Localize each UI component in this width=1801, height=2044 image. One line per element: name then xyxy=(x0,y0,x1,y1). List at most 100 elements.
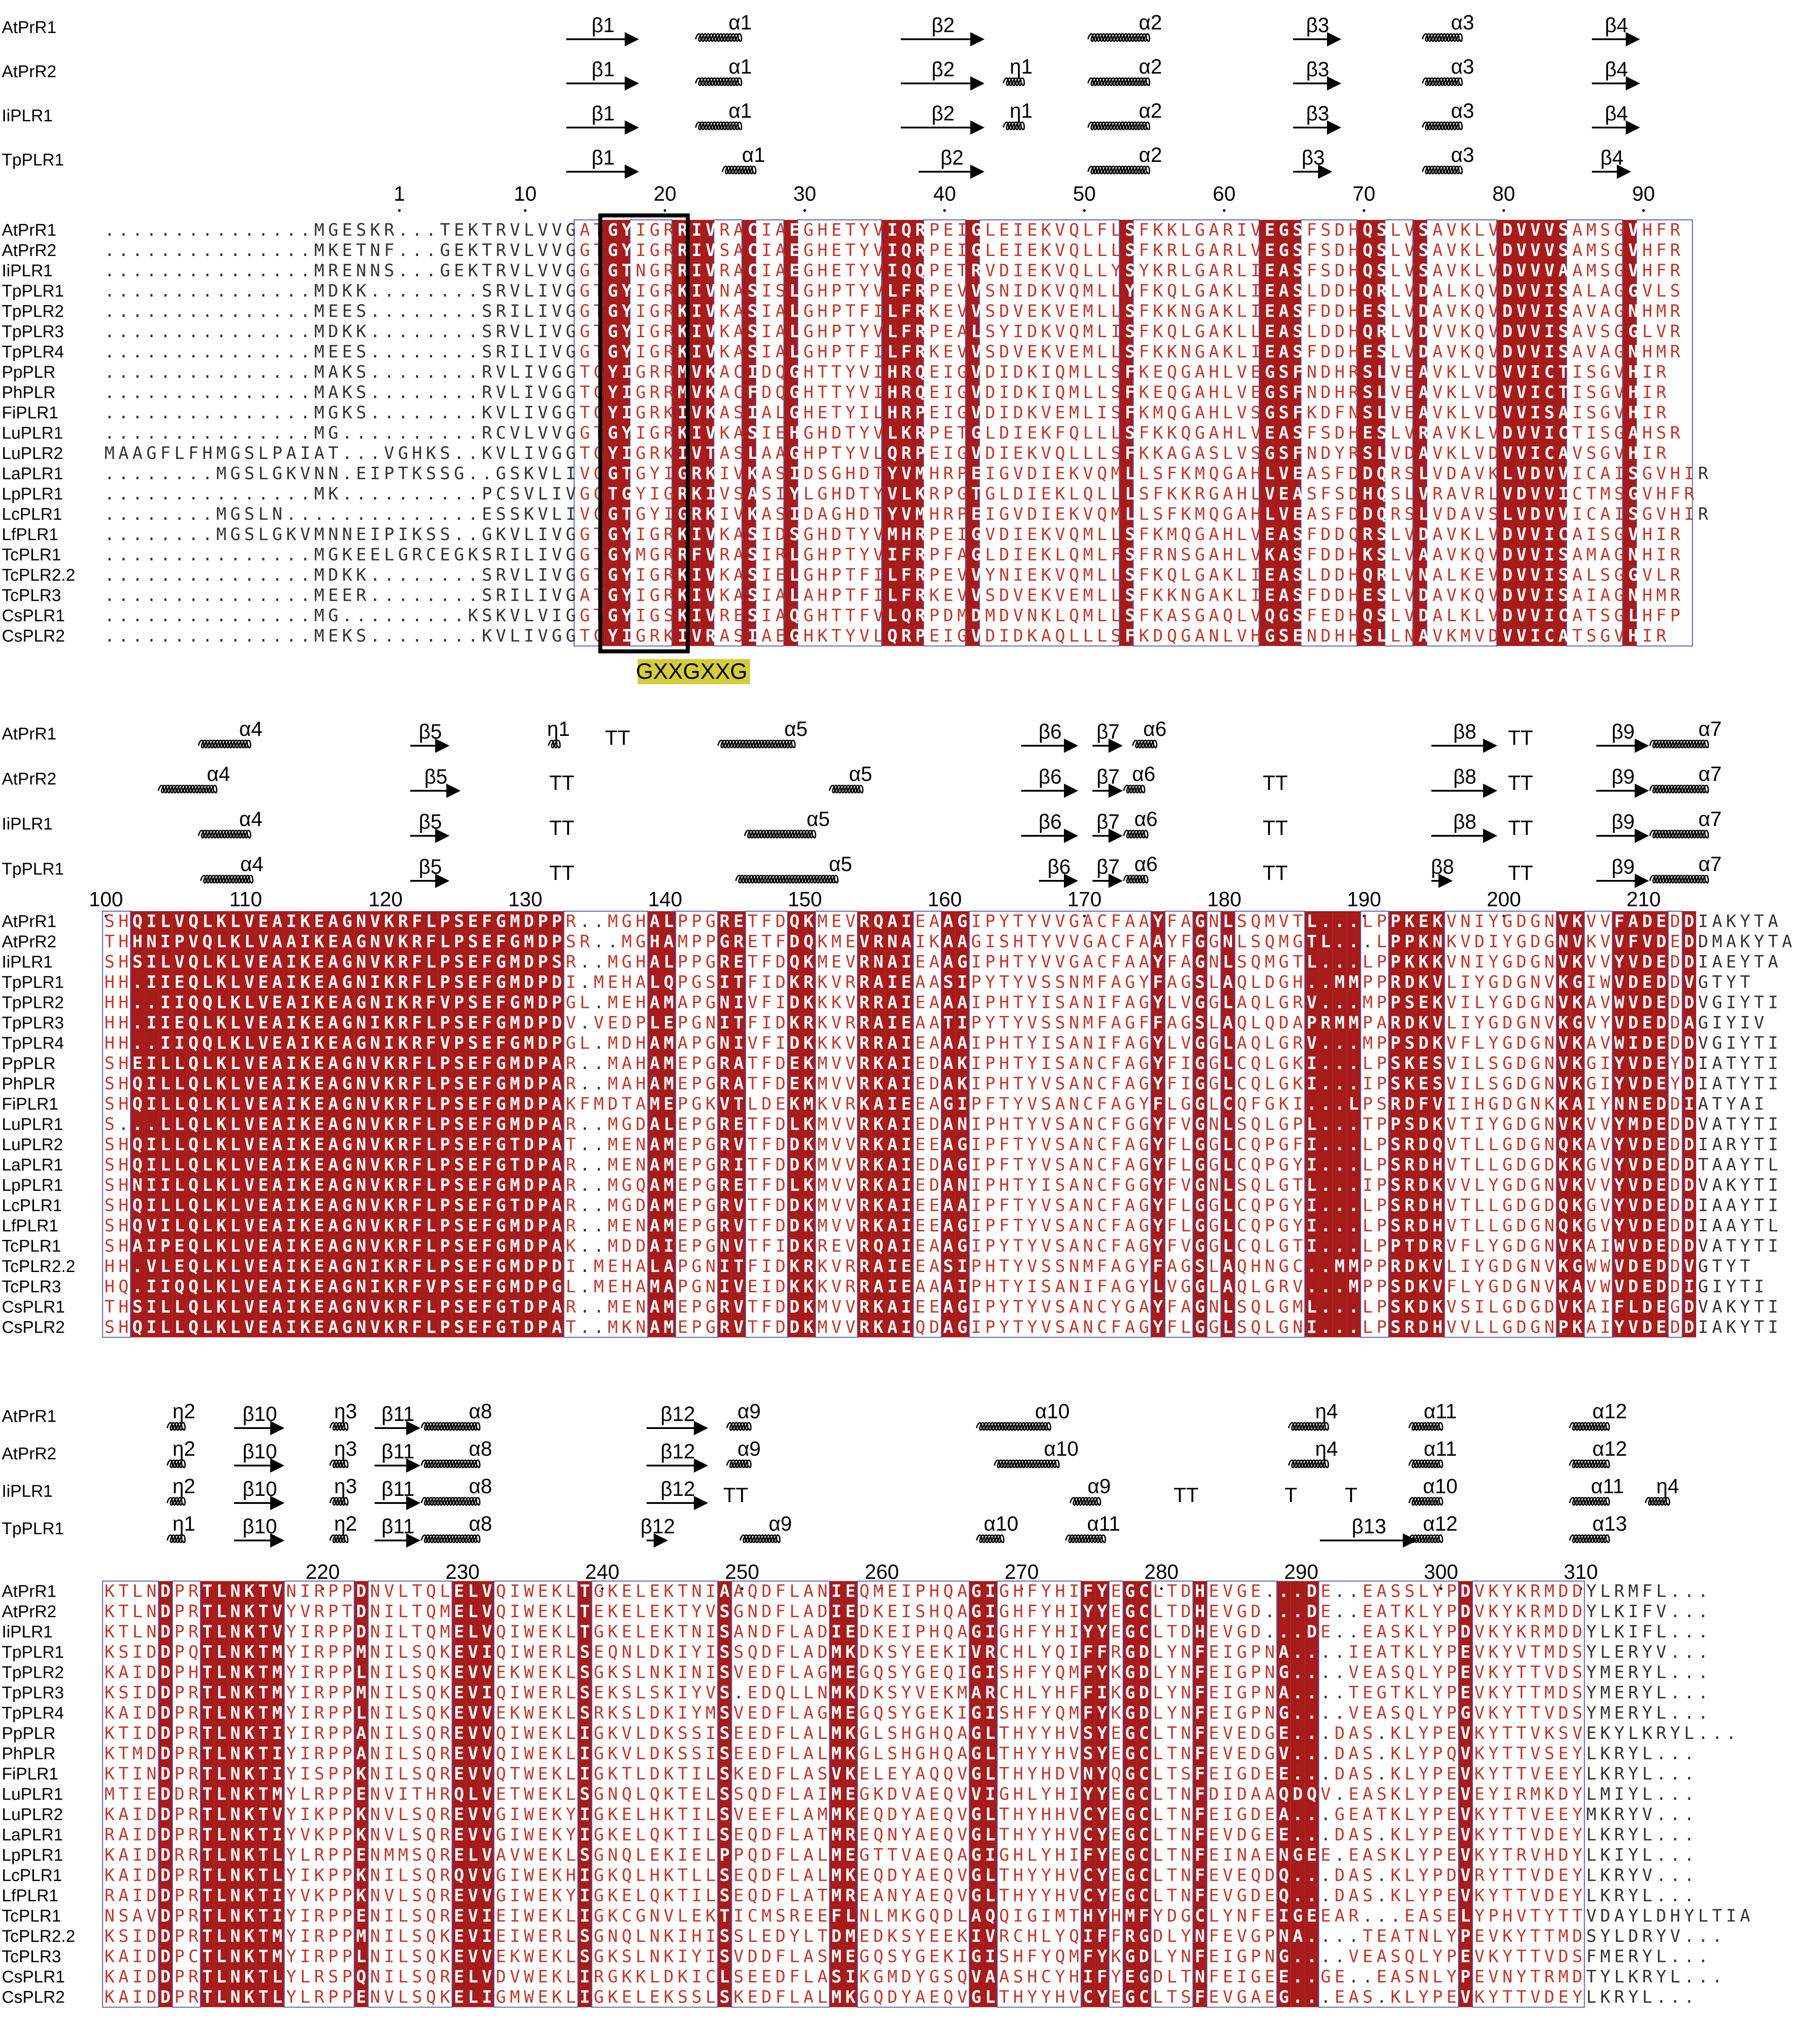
sequence-name: TcPLR1 xyxy=(2,546,61,565)
similarity-box xyxy=(1426,219,1497,647)
sequence-name: LpPLR1 xyxy=(2,1846,63,1865)
alpha-helix-coil xyxy=(717,739,796,748)
conserved-column xyxy=(340,911,354,1338)
conserved-column xyxy=(368,911,382,1338)
beta-strand-label: β11 xyxy=(381,1402,414,1425)
alpha-helix-coil xyxy=(1569,1497,1610,1506)
beta-strand-label: β13 xyxy=(1352,1515,1386,1538)
conserved-column xyxy=(1371,220,1385,646)
eta-helix-coil xyxy=(548,739,561,748)
turn-label: TT xyxy=(605,726,630,749)
alpha-helix-label: α9 xyxy=(769,1512,792,1535)
eta-helix-label: α6 xyxy=(1132,762,1155,785)
sequence-name: PhPLR xyxy=(2,1745,55,1763)
ruler-number: 140 xyxy=(648,888,682,911)
similarity-box xyxy=(755,219,784,647)
sequence-name: LaPLR1 xyxy=(2,1156,63,1175)
conserved-column xyxy=(882,220,896,646)
eta-helix-label: η3 xyxy=(334,1400,357,1423)
alpha-helix-coil xyxy=(1065,1534,1106,1543)
structure-row-name: AtPrR2 xyxy=(2,1445,56,1463)
conserved-column xyxy=(1496,220,1511,646)
eta-helix-label: α9 xyxy=(738,1437,761,1460)
sequence-name: LaPLR1 xyxy=(2,465,63,483)
eta-helix-label: α6 xyxy=(1134,852,1158,875)
ruler-number: 270 xyxy=(1005,1560,1039,1583)
alpha-helix-coil xyxy=(1408,1534,1443,1543)
conserved-column xyxy=(783,220,798,646)
conserved-column xyxy=(326,911,340,1338)
alpha-helix-coil xyxy=(1087,33,1150,42)
beta-strand-label: β9 xyxy=(1611,765,1635,788)
eta-helix-coil xyxy=(1002,77,1025,86)
conserved-column xyxy=(508,911,522,1338)
ruler-tick xyxy=(1502,915,1505,917)
ruler-tick xyxy=(104,915,107,917)
ruler-number: 1 xyxy=(394,182,405,205)
sequence-name: LcPLR1 xyxy=(2,1197,62,1215)
alpha-helix-coil xyxy=(1569,1459,1610,1468)
conserved-column xyxy=(256,911,271,1338)
turn-label: TT xyxy=(549,771,574,794)
alpha-helix-label: α4 xyxy=(239,807,262,830)
beta-strand-label: β2 xyxy=(931,13,955,37)
alpha-helix-coil xyxy=(198,739,251,748)
ruler-tick xyxy=(1362,209,1365,212)
ruler-number: 240 xyxy=(585,1560,619,1583)
alpha-helix-label: α7 xyxy=(1698,807,1722,830)
structure-row-name: AtPrR1 xyxy=(2,1407,56,1426)
ruler-number: 120 xyxy=(368,888,403,911)
alpha-helix-label: α7 xyxy=(1698,717,1722,740)
conserved-column xyxy=(242,911,256,1338)
sequence-name: LuPLR1 xyxy=(2,1785,63,1804)
turn-label: T xyxy=(1285,1483,1297,1507)
turn-label: TT xyxy=(549,816,574,839)
alpha-helix-label: α8 xyxy=(469,1512,492,1535)
conserved-column xyxy=(130,911,145,1338)
alpha-helix-coil xyxy=(1422,77,1463,86)
ruler-number: 150 xyxy=(788,888,822,911)
structure-row-name: IiPLR1 xyxy=(2,107,53,125)
structure-row-name: IiPLR1 xyxy=(2,1482,53,1501)
structure-row-name: AtPrR1 xyxy=(2,725,56,743)
beta-strand-label: β4 xyxy=(1605,102,1628,125)
turn-label: TT xyxy=(1508,726,1533,749)
similarity-box xyxy=(797,219,882,647)
sequence-name: IiPLR1 xyxy=(2,1623,53,1642)
alpha-helix-label: α3 xyxy=(1451,143,1474,166)
similarity-box xyxy=(1636,219,1693,647)
conserved-column xyxy=(742,220,756,646)
sequence-name: PhPLR xyxy=(2,1075,55,1094)
sequence-name: TcPLR3 xyxy=(2,1278,61,1297)
motif-box xyxy=(598,213,690,653)
beta-strand-label: β3 xyxy=(1302,146,1325,169)
ruler-tick xyxy=(1363,915,1366,917)
eta-helix-label: η3 xyxy=(334,1437,357,1460)
sequence-name: CsPLR2 xyxy=(2,1318,65,1337)
sequence-name: TpPLR3 xyxy=(2,1014,64,1032)
alpha-helix-label: α1 xyxy=(729,99,752,122)
sequence-name: TpPLR4 xyxy=(2,1704,64,1723)
beta-strand-label: β2 xyxy=(931,58,955,81)
turn-label: TT xyxy=(549,861,574,884)
sequence-name: LuPLR2 xyxy=(2,1805,63,1824)
eta-helix-label: η1 xyxy=(173,1512,195,1535)
similarity-box xyxy=(997,1581,1082,2008)
alpha-helix-label: α1 xyxy=(742,143,765,166)
conserved-column xyxy=(731,911,746,1338)
block-1: AtPrR1 β1 α1 β2 α2 β3 α3 β4 AtPrR2 β1 α1 β2 η1 α2 β3 α3… xyxy=(2,11,1708,684)
